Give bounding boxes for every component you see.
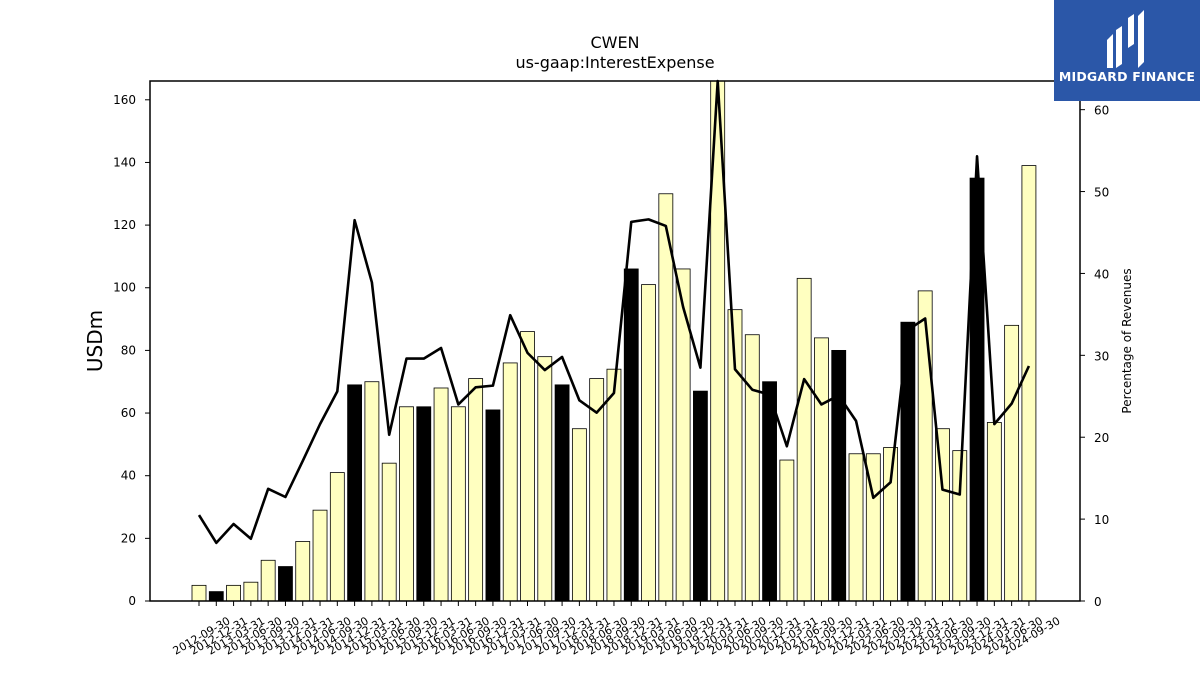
bar (831, 349, 847, 602)
bar (243, 581, 259, 602)
bar (606, 368, 622, 602)
y2-tick-label: 20 (1094, 431, 1109, 445)
chart-title: CWEN (590, 33, 639, 52)
plot-frame (149, 80, 1081, 602)
bar (399, 406, 414, 602)
y2-tick-label: 30 (1094, 349, 1109, 363)
bar (554, 384, 570, 602)
bar (537, 356, 553, 602)
bar (796, 277, 812, 602)
bar (208, 591, 224, 602)
bar (502, 362, 518, 602)
bar (433, 387, 449, 602)
bar (883, 447, 898, 602)
logo-text: MIDGARD FINANCE (1058, 69, 1196, 84)
y-tick-label: 140 (113, 155, 136, 169)
bar (848, 453, 864, 602)
bar (364, 381, 380, 602)
logo-mark-icon (1107, 10, 1144, 68)
bar (312, 509, 328, 602)
y2-tick-label: 60 (1094, 104, 1109, 118)
bar (278, 566, 293, 602)
y-tick-label: 0 (128, 594, 136, 608)
bar (744, 334, 760, 602)
bar (260, 559, 276, 602)
y-tick-label: 160 (113, 93, 136, 107)
y2-tick-label: 50 (1094, 186, 1109, 200)
line-series (197, 79, 1031, 545)
bar (485, 409, 501, 602)
bar (295, 541, 311, 602)
bar (520, 331, 535, 602)
bar (416, 406, 432, 602)
bar (571, 428, 587, 602)
y2-tick-label: 40 (1094, 267, 1109, 281)
bar (347, 384, 363, 602)
bar (935, 428, 950, 602)
y2-axis-ticks: 0 10 20 30 40 50 60 (1080, 104, 1109, 609)
y-tick-label: 80 (121, 343, 136, 357)
bar (641, 284, 656, 602)
bar (762, 381, 777, 602)
bar (623, 268, 639, 602)
ratio-line (197, 79, 1031, 545)
bar (329, 472, 345, 602)
y-tick-label: 120 (113, 218, 136, 232)
brand-logo: MIDGARD FINANCE (1054, 0, 1200, 101)
y-tick-label: 20 (121, 531, 136, 545)
bar (675, 268, 691, 602)
y-tick-label: 100 (113, 281, 136, 295)
bar (1004, 324, 1020, 602)
y-axis-ticks: 0 20 40 60 80 100 120 140 160 (113, 93, 150, 608)
x-axis-ticks: 2012-09-302012-12-312013-03-312013-06-30… (171, 601, 1062, 658)
bar (917, 290, 933, 602)
bar (450, 406, 466, 602)
bar (814, 337, 829, 602)
y2-axis-label: Percentage of Revenues (1120, 268, 1134, 413)
bar (468, 378, 484, 602)
chart-subtitle: us-gaap:InterestExpense (515, 53, 714, 72)
y-tick-label: 60 (121, 406, 136, 420)
y-axis-label: USDm (83, 310, 107, 372)
bar (381, 462, 397, 602)
bar (226, 584, 241, 602)
bar (191, 584, 207, 602)
bar (779, 459, 795, 602)
y-tick-label: 40 (121, 469, 136, 483)
axes (149, 80, 1081, 602)
bar-series (191, 80, 1037, 602)
y2-tick-label: 0 (1094, 595, 1102, 609)
bar (1021, 165, 1037, 602)
bar (986, 422, 1002, 602)
bar (693, 390, 708, 602)
y2-tick-label: 10 (1094, 513, 1109, 527)
